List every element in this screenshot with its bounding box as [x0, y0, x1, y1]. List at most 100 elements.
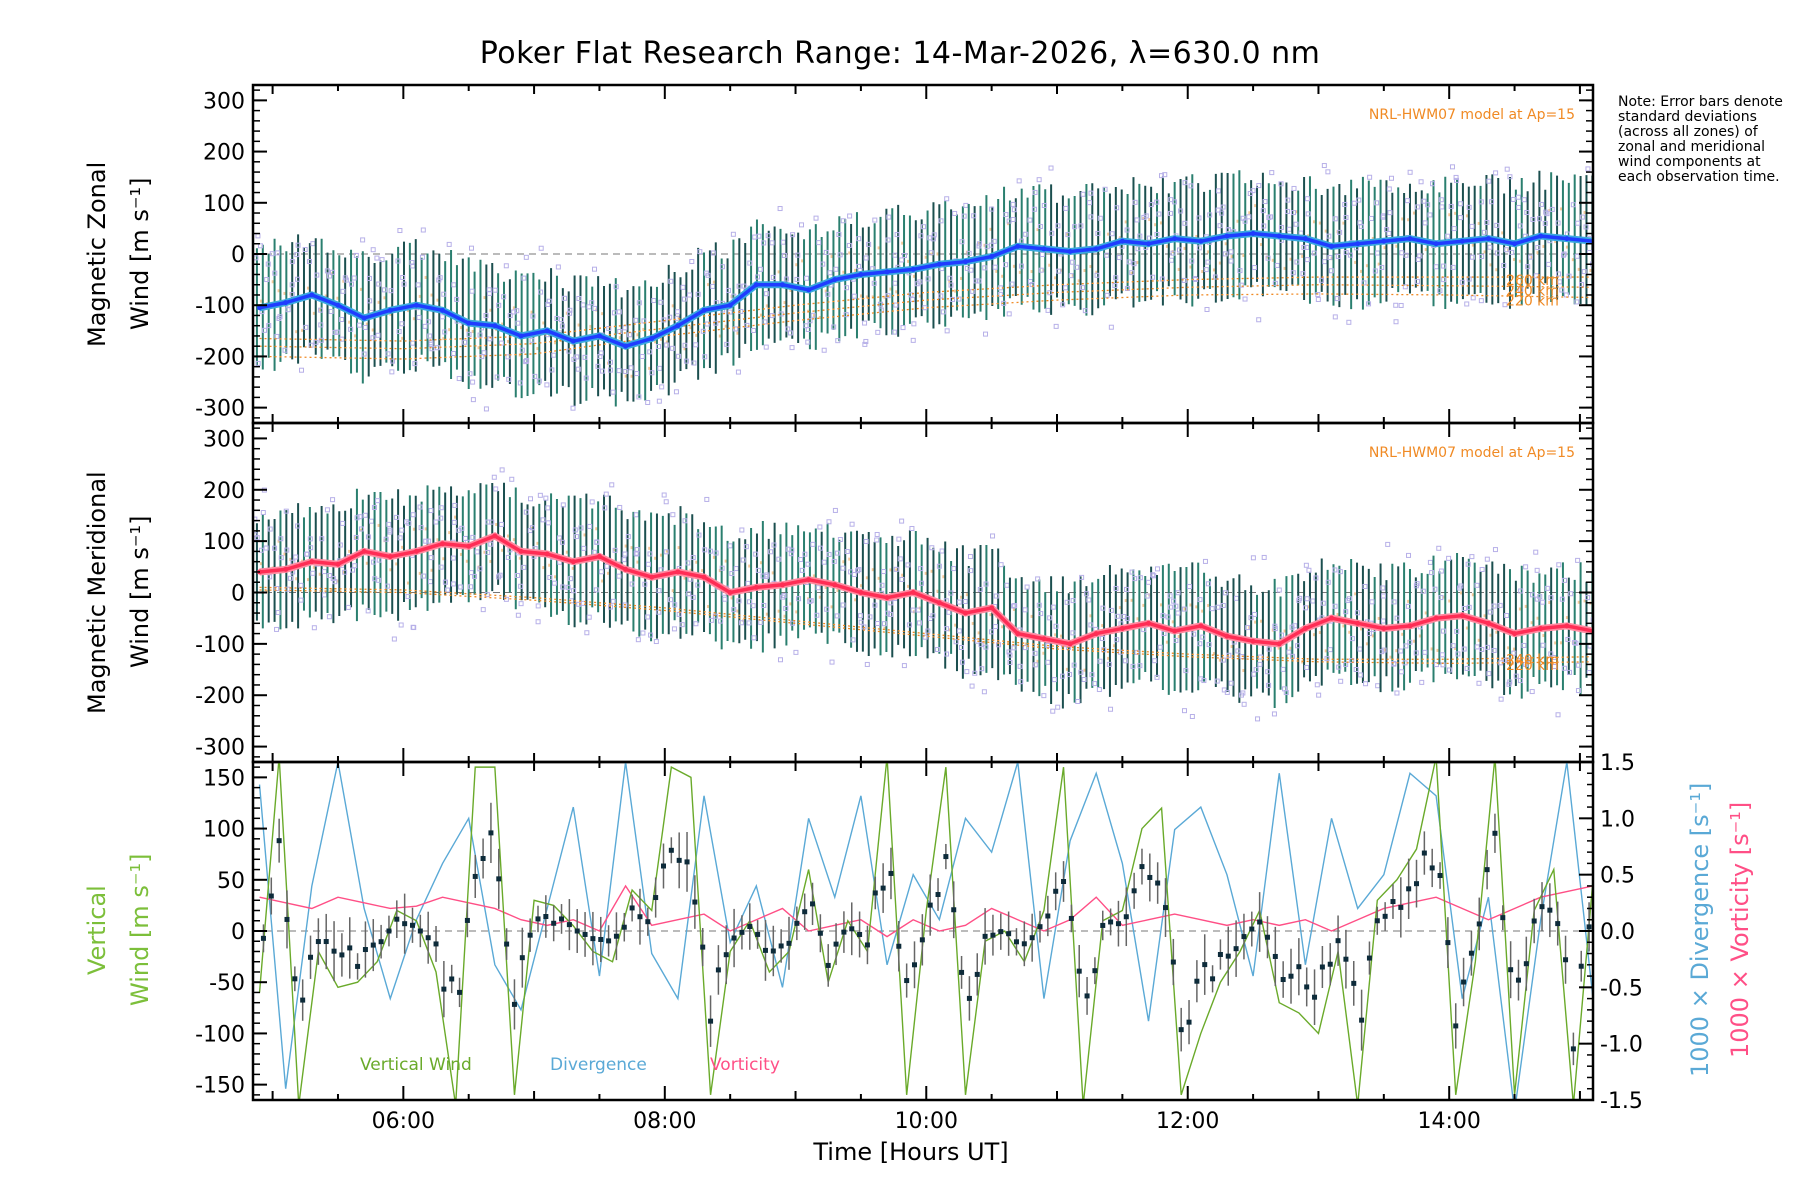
scatter-point	[1047, 615, 1053, 621]
left-tick-label: 300	[203, 427, 245, 452]
zonal-ylabel-line1: Magnetic Zonal	[83, 161, 111, 347]
vertical-point	[645, 919, 651, 925]
scatter-point	[462, 339, 468, 345]
scatter-point	[255, 233, 261, 239]
scatter-point	[1570, 202, 1576, 208]
scatter-point	[735, 369, 741, 375]
model-label: NRL-HWM07 model at Ap=15	[1369, 445, 1575, 461]
scatter-point	[1429, 570, 1435, 576]
vertical-point	[347, 945, 353, 951]
zone-point	[1318, 630, 1322, 634]
scatter-point	[863, 255, 869, 261]
scatter-point	[952, 210, 958, 216]
scatter-point	[515, 320, 521, 326]
scatter-point	[1540, 642, 1546, 648]
left-tick-label: -200	[195, 684, 245, 709]
scatter-point	[307, 536, 313, 542]
scatter-point	[295, 242, 301, 248]
scatter-point	[375, 332, 381, 338]
scatter-point	[1548, 651, 1554, 657]
scatter-point	[656, 609, 662, 615]
scatter-point	[1585, 595, 1591, 601]
scatter-point	[1414, 204, 1420, 210]
scatter-point	[1369, 599, 1375, 605]
plot-area	[253, 467, 1593, 722]
scatter-point	[1246, 214, 1252, 220]
zone-point	[1107, 656, 1111, 660]
scatter-point	[831, 558, 837, 564]
scatter-point	[498, 340, 504, 346]
zone-point	[1589, 269, 1593, 273]
vertical-point	[339, 952, 345, 958]
zone-point	[1365, 642, 1369, 646]
vertical-point	[1343, 956, 1349, 962]
scatter-point	[675, 309, 681, 315]
scatter-point	[1338, 678, 1344, 684]
scatter-point	[881, 569, 887, 575]
zone-point	[965, 593, 969, 597]
zone-point	[607, 571, 611, 575]
zone-point	[365, 561, 369, 565]
scatter-point	[1403, 643, 1409, 649]
scatter-point	[763, 574, 769, 580]
model-line	[259, 586, 1593, 660]
scatter-point	[823, 249, 829, 255]
scatter-point	[371, 559, 377, 565]
scatter-point	[1031, 206, 1037, 212]
zone-point	[289, 292, 293, 296]
scatter-point	[761, 240, 767, 246]
scatter-point	[349, 281, 355, 287]
zone-point	[883, 295, 887, 299]
scatter-point	[1150, 274, 1156, 280]
scatter-point	[547, 574, 553, 580]
scatter-point	[777, 657, 783, 663]
scatter-point	[946, 609, 952, 615]
zone-point	[465, 559, 469, 563]
scatter-point	[1407, 639, 1413, 645]
scatter-point	[1189, 714, 1195, 720]
vertical-point	[966, 995, 972, 1001]
scatter-point	[1256, 317, 1262, 323]
zone-point	[1548, 601, 1552, 605]
zone-point	[1471, 593, 1475, 597]
scatter-point	[370, 335, 376, 341]
zone-point	[924, 255, 928, 259]
scatter-point	[1322, 259, 1328, 265]
scatter-point	[704, 496, 710, 502]
zone-point	[401, 545, 405, 549]
zone-point	[1289, 646, 1293, 650]
zone-point	[418, 294, 422, 298]
scatter-point	[535, 603, 541, 609]
scatter-point	[1203, 267, 1209, 273]
zone-point	[1436, 648, 1440, 652]
scatter-point	[1494, 222, 1500, 228]
vertical-point	[1421, 850, 1427, 856]
scatter-point	[324, 268, 330, 274]
scatter-point	[1406, 552, 1412, 558]
zone-point	[1142, 217, 1146, 221]
zone-point	[1177, 635, 1181, 639]
scatter-point	[947, 275, 953, 281]
vertical-point	[1249, 926, 1255, 932]
scatter-point	[910, 607, 916, 613]
vertical-point	[1382, 913, 1388, 919]
zone-point	[1154, 223, 1158, 227]
scatter-point	[925, 628, 931, 634]
scatter-point	[1366, 301, 1372, 307]
zone-point	[489, 559, 493, 563]
scatter-point	[893, 302, 899, 308]
scatter-point	[1579, 282, 1585, 288]
scatter-point	[1332, 567, 1338, 573]
scatter-point	[1530, 592, 1536, 598]
scatter-point	[1294, 259, 1300, 265]
scatter-point	[916, 620, 922, 626]
vertical-point	[1147, 874, 1153, 880]
scatter-point	[360, 237, 366, 243]
zone-point	[1060, 268, 1063, 272]
scatter-point	[1448, 203, 1454, 209]
right-tick-label: 0.0	[1600, 920, 1635, 945]
scatter-point	[1439, 652, 1445, 658]
vertical-point	[1429, 865, 1435, 871]
legend-vertical-wind: Vertical Wind	[360, 1055, 472, 1075]
scatter-point	[545, 301, 551, 307]
